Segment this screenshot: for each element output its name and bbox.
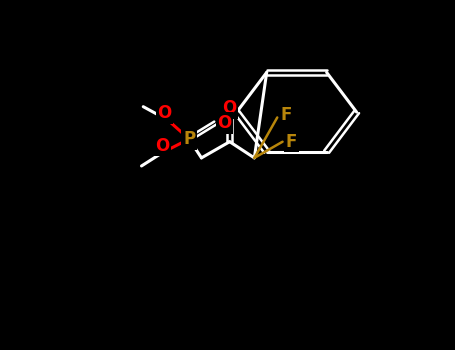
- Text: O: O: [222, 99, 237, 117]
- Text: O: O: [156, 137, 170, 155]
- Text: F: F: [280, 106, 292, 124]
- Text: O: O: [217, 114, 232, 132]
- Text: P: P: [183, 130, 195, 148]
- Text: O: O: [157, 104, 172, 122]
- Text: F: F: [286, 133, 297, 151]
